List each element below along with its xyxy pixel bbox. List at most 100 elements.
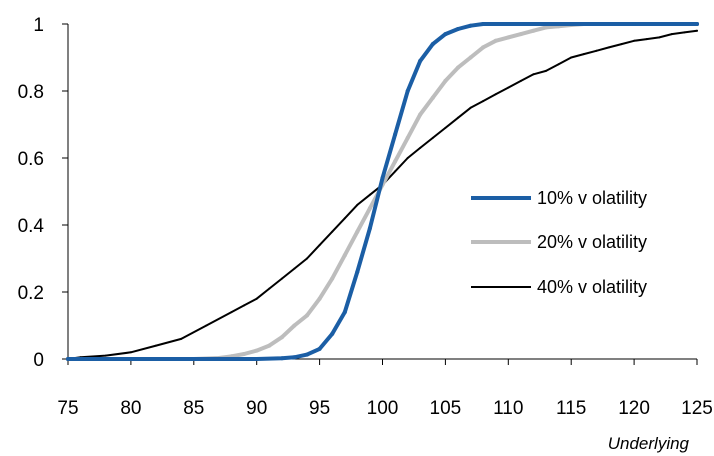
y-tick-label: 0.8 [18,82,44,103]
data-point [368,193,371,196]
data-point [532,73,535,76]
x-tick-label: 100 [367,398,399,419]
data-point [367,206,372,211]
data-point [355,269,360,274]
data-point [430,42,435,47]
data-point [254,348,259,353]
y-tick-label: 1 [33,15,44,36]
data-point [180,337,183,340]
data-point [243,304,246,307]
data-point [343,217,346,220]
data-point [444,126,447,129]
data-point [696,29,698,32]
x-axis-title: Underlying [608,434,690,453]
data-point [104,354,107,357]
data-point [205,324,208,327]
data-point [129,351,132,354]
data-point [254,357,259,361]
data-point [393,132,398,137]
data-point [255,297,258,300]
data-point [293,267,296,270]
data-point [519,79,522,82]
y-tick-label: 0.4 [18,216,45,237]
data-point [394,170,397,173]
data-point [494,93,497,96]
data-point [456,27,460,31]
data-point [66,357,70,361]
data-point [267,343,272,348]
data-point [570,56,573,59]
data-point [469,106,472,109]
data-point [620,43,623,46]
data-point [279,356,284,361]
legend-label: 10% v olatility [537,188,647,208]
data-point [493,38,498,43]
data-point [683,31,686,34]
data-point [155,344,158,347]
data-point [405,135,410,140]
data-point [317,296,322,301]
data-point [317,346,322,351]
data-point [280,277,283,280]
x-tick-label: 110 [493,398,523,419]
data-point [355,229,360,234]
data-point [645,38,648,41]
data-point [695,22,699,26]
y-tick-label: 0.6 [18,149,44,170]
data-point [330,331,335,336]
y-tick-label: 0.2 [18,283,44,304]
data-point [633,39,636,42]
x-tick-label: 115 [556,398,586,419]
data-point [506,35,511,40]
data-point [544,25,548,30]
data-point [380,176,385,181]
data-point [356,203,359,206]
x-tick-label: 90 [246,398,267,419]
data-point [405,89,410,93]
data-point [457,116,459,119]
data-point [418,58,423,63]
data-point [292,323,297,328]
data-point [658,36,661,39]
legend-label: 20% v olatility [537,232,647,252]
data-point [468,23,473,28]
data-point [342,253,347,258]
data-point [443,32,448,37]
data-point [443,78,448,83]
data-point [595,49,598,52]
data-point [569,22,574,26]
data-point [268,287,271,290]
x-tick-label: 120 [618,398,650,419]
x-tick-label: 105 [430,398,462,419]
data-point [330,276,335,281]
data-point [670,33,673,36]
data-point [318,244,321,247]
x-tick-label: 85 [183,398,204,419]
data-point [481,45,486,50]
data-point [545,69,547,72]
data-point [305,313,309,318]
data-point [331,230,334,233]
data-point [419,146,422,149]
data-point [292,355,297,360]
data-point [367,226,372,231]
data-point [582,53,585,56]
data-point [518,32,523,37]
data-point [418,112,423,117]
data-point [531,28,536,33]
data-point [482,100,485,103]
data-point [279,335,284,340]
data-point [191,357,196,361]
data-point [468,55,473,60]
x-tick-label: 125 [681,398,713,419]
data-point [306,257,308,260]
data-point [632,22,637,26]
data-point [342,310,347,315]
data-point [431,136,434,139]
data-point [607,46,610,49]
data-point [456,65,460,70]
data-point [242,352,247,356]
data-point [128,357,133,361]
